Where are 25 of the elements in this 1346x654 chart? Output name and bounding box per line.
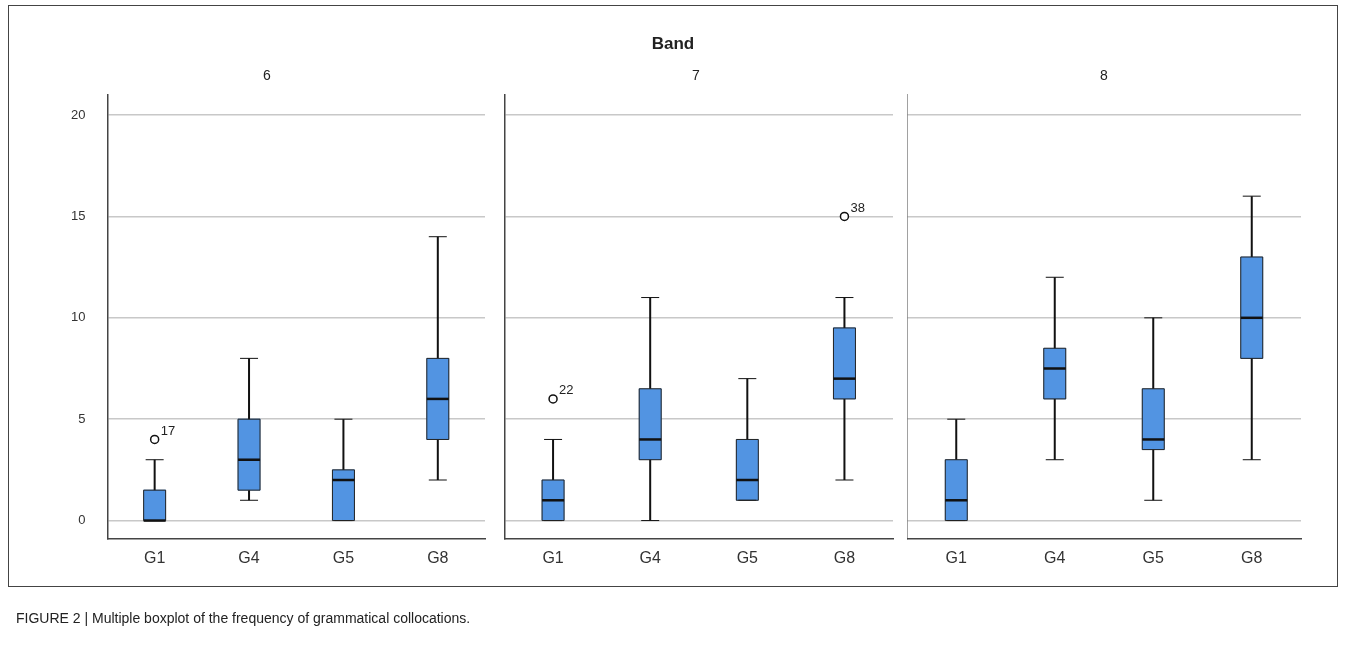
x-tick-label: G8 (1241, 548, 1263, 566)
x-tick-label: G1 (542, 548, 564, 566)
y-tick-label: 15 (70, 208, 86, 224)
chart-title: 6 (263, 67, 272, 84)
x-tick-label: G4 (238, 548, 260, 566)
x-tick-label: G4 (639, 548, 661, 566)
y-tick-label: 10 (70, 309, 86, 325)
y-tick-label: 20 (70, 106, 86, 122)
annotation: 17 (160, 422, 176, 438)
x-tick-label: G1 (945, 548, 968, 566)
caption: FIGURE 2 | Multiple boxplot of the frequency of grammatical collocations. (16, 610, 471, 626)
x-tick-label: G5 (332, 548, 355, 566)
x-tick-label: G5 (1142, 548, 1165, 566)
x-tick-label: G8 (427, 548, 449, 566)
x-tick-label: G4 (1044, 548, 1066, 566)
x-tick-label: G1 (143, 548, 166, 566)
y-tick-label: 5 (78, 410, 86, 426)
text: Band (650, 34, 696, 54)
x-tick-label: G5 (736, 548, 759, 566)
y-tick-label: 0 (78, 512, 86, 528)
chart-title: 7 (692, 67, 701, 84)
annotation: 22 (559, 381, 574, 397)
chart-title: 8 (1100, 67, 1109, 84)
annotation: 38 (850, 199, 865, 215)
x-tick-label: G8 (833, 548, 856, 566)
